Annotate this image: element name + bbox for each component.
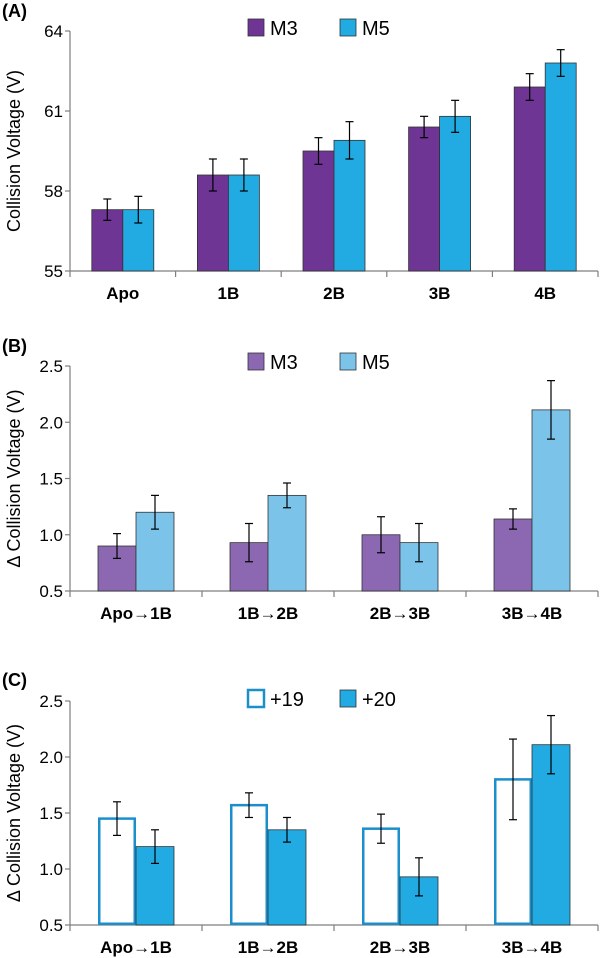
y-tick-label: 1.5 [39, 470, 63, 489]
y-tick-label: 1.5 [39, 804, 63, 823]
legend-swatch [247, 18, 265, 37]
legend-label: M5 [362, 352, 390, 374]
x-tick-label: 1B→2B [238, 938, 298, 957]
legend-label: M5 [362, 18, 390, 40]
x-tick-label: 2B→3B [370, 604, 430, 623]
panel-label: (B) [2, 336, 27, 356]
bar [362, 827, 400, 925]
y-axis-label: Δ Collision Voltage (V) [4, 724, 24, 902]
y-tick-label: 64 [44, 22, 63, 41]
legend-label: M3 [270, 352, 298, 374]
y-tick-label: 2.0 [39, 748, 63, 767]
y-tick-label: 2.0 [39, 413, 63, 432]
bar [439, 115, 472, 272]
x-tick-label: 2B→3B [370, 938, 430, 957]
chart-panel-1: (A) Collision Voltage (V) 55 58 61 64 Apo 1B 2B 3… [2, 1, 599, 303]
legend-swatch [246, 688, 266, 709]
x-tick-label: 2B [323, 284, 345, 303]
legend-label: M3 [270, 18, 298, 40]
x-tick-label: Apo [106, 284, 139, 303]
legend-label: +20 [362, 689, 396, 711]
bar [267, 494, 307, 592]
panel-label: (A) [2, 1, 27, 21]
x-tick-label: 3B [429, 284, 451, 303]
chart-panel-3: (C) Δ Collision Voltage (V) 0.5 1.0 1.5 2.0 2.… [2, 670, 599, 957]
bar [544, 62, 577, 272]
x-tick-label: Apo→1B [100, 938, 172, 957]
y-tick-label: 2.5 [39, 357, 63, 376]
bar [230, 803, 268, 925]
legend-swatch [247, 352, 265, 371]
bar [513, 86, 546, 272]
legend-swatch [339, 18, 357, 37]
x-tick-label: 1B [218, 284, 240, 303]
y-tick-label: 61 [44, 102, 63, 121]
legend-swatch [339, 689, 357, 708]
y-tick-label: 55 [44, 262, 63, 281]
chart-panel-2: (B) Δ Collision Voltage (V) 0.5 1.0 1.5 2.0 2.… [2, 336, 599, 623]
bar [267, 829, 307, 926]
x-tick-label: 3B→4B [502, 938, 562, 957]
panel-label: (C) [2, 670, 27, 690]
y-tick-label: 0.5 [39, 582, 63, 601]
bar [531, 744, 571, 926]
bar [531, 409, 571, 592]
y-tick-label: 0.5 [39, 916, 63, 935]
legend-label: +19 [270, 689, 304, 711]
bar [493, 518, 533, 592]
x-tick-label: Apo→1B [100, 604, 172, 623]
x-tick-label: 3B→4B [502, 604, 562, 623]
bar [333, 139, 366, 272]
x-tick-label: 1B→2B [238, 604, 298, 623]
y-tick-label: 2.5 [39, 692, 63, 711]
y-axis-label: Collision Voltage (V) [4, 70, 24, 232]
y-tick-label: 58 [44, 182, 63, 201]
y-tick-label: 1.0 [39, 860, 63, 879]
bar [408, 126, 441, 272]
bar [302, 150, 335, 272]
y-tick-label: 1.0 [39, 526, 63, 545]
x-tick-label: 4B [534, 284, 556, 303]
legend-swatch [339, 352, 357, 371]
y-axis-label: Δ Collision Voltage (V) [4, 389, 24, 567]
